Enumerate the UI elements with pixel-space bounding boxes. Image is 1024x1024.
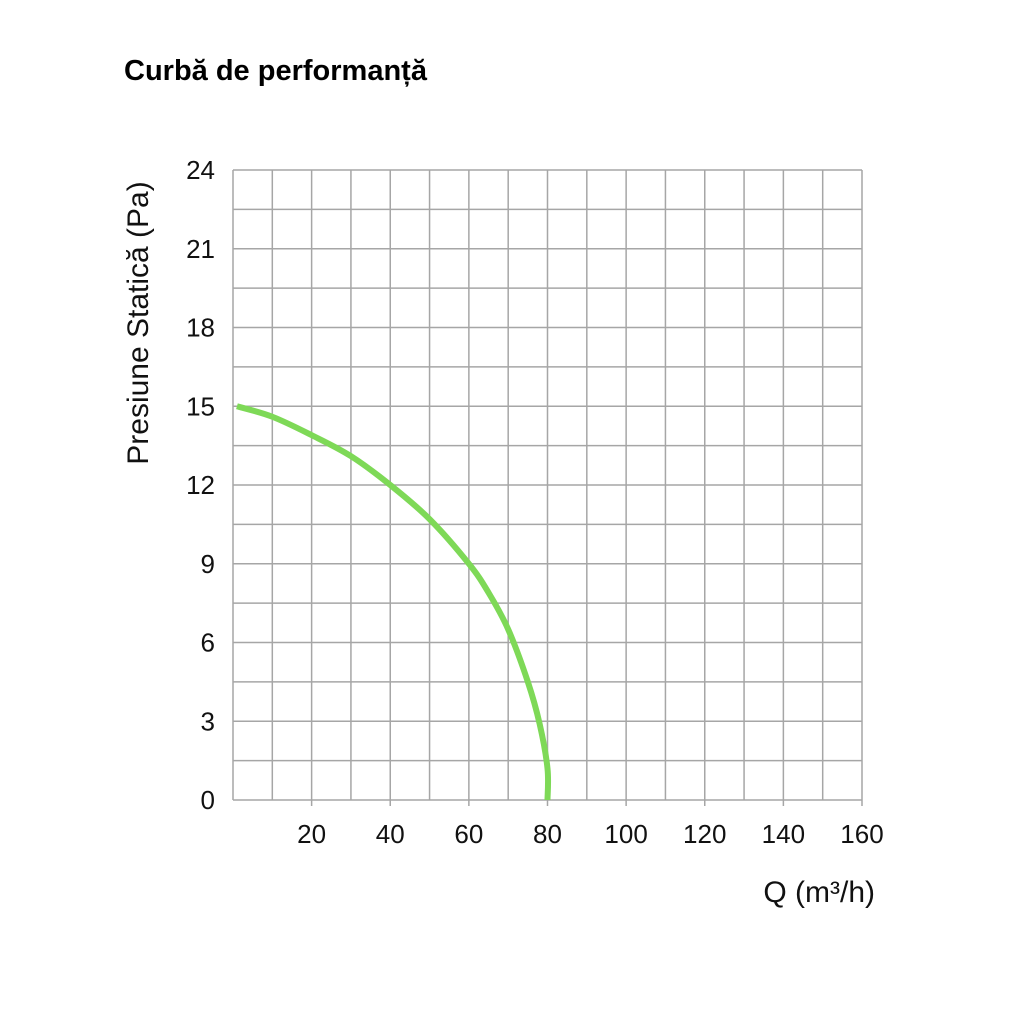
y-tick-label: 0 [201, 785, 215, 815]
y-tick-label: 6 [201, 628, 215, 658]
y-tick-label: 18 [186, 313, 215, 343]
x-axis-label: Q (m³/h) [763, 876, 875, 909]
grid-lines [232, 169, 863, 806]
y-tick-label: 21 [186, 234, 215, 264]
tick-labels: 20 40 60 80 100 120 140 160 0 3 6 9 12 15 18 21 24 [186, 155, 884, 849]
y-tick-label: 9 [201, 549, 215, 579]
y-tick-label: 15 [186, 391, 215, 421]
x-tick-label: 160 [840, 819, 883, 849]
x-tick-label: 100 [604, 819, 647, 849]
y-tick-label: 24 [186, 155, 215, 185]
x-tick-label: 80 [533, 819, 562, 849]
x-tick-label: 20 [297, 819, 326, 849]
x-tick-label: 140 [762, 819, 805, 849]
x-tick-label: 120 [683, 819, 726, 849]
chart-title: Curbă de performanță [124, 55, 427, 87]
y-tick-label: 12 [186, 470, 215, 500]
series-line [236, 403, 552, 801]
series-layer [236, 403, 552, 801]
x-tick-label: 60 [454, 819, 483, 849]
y-tick-label: 3 [201, 706, 215, 736]
x-tick-label: 40 [376, 819, 405, 849]
y-axis-label: Presiune Statică (Pa) [122, 181, 155, 464]
